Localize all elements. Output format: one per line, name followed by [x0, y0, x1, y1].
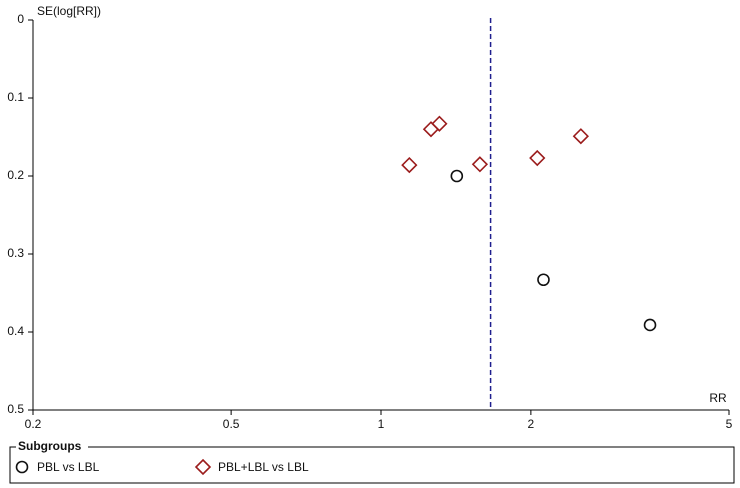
y-tick-label: 0.3: [7, 246, 24, 260]
point: [643, 318, 657, 332]
y-tick-label: 0.1: [7, 90, 24, 104]
x-tick-label: 0.5: [223, 417, 240, 431]
legend-label: PBL vs LBL: [37, 460, 100, 474]
legend-title-bg: [16, 440, 88, 454]
point: [450, 169, 464, 183]
y-axis-label: SE(log[RR]): [37, 4, 101, 18]
y-tick-label: 0.5: [7, 402, 24, 416]
x-axis-label: RR: [709, 391, 727, 405]
x-tick-label: 0.2: [25, 417, 42, 431]
point: [401, 156, 418, 174]
y-tick-label: 0: [17, 12, 24, 26]
legend-label: PBL+LBL vs LBL: [218, 460, 309, 474]
x-tick-label: 1: [378, 417, 385, 431]
x-tick-label: 5: [726, 417, 733, 431]
y-tick-label: 0.4: [7, 324, 24, 338]
legend-box: [9, 446, 735, 484]
point: [431, 115, 448, 132]
point: [529, 149, 546, 167]
x-tick-label: 2: [528, 417, 535, 431]
point: [422, 121, 440, 138]
point: [572, 128, 589, 145]
legend-marker: [194, 458, 212, 476]
y-tick-label: 0.2: [7, 168, 24, 182]
point: [537, 273, 550, 287]
legend-marker: [15, 460, 29, 474]
legend-title: Subgroups: [18, 439, 82, 453]
point: [471, 156, 489, 173]
